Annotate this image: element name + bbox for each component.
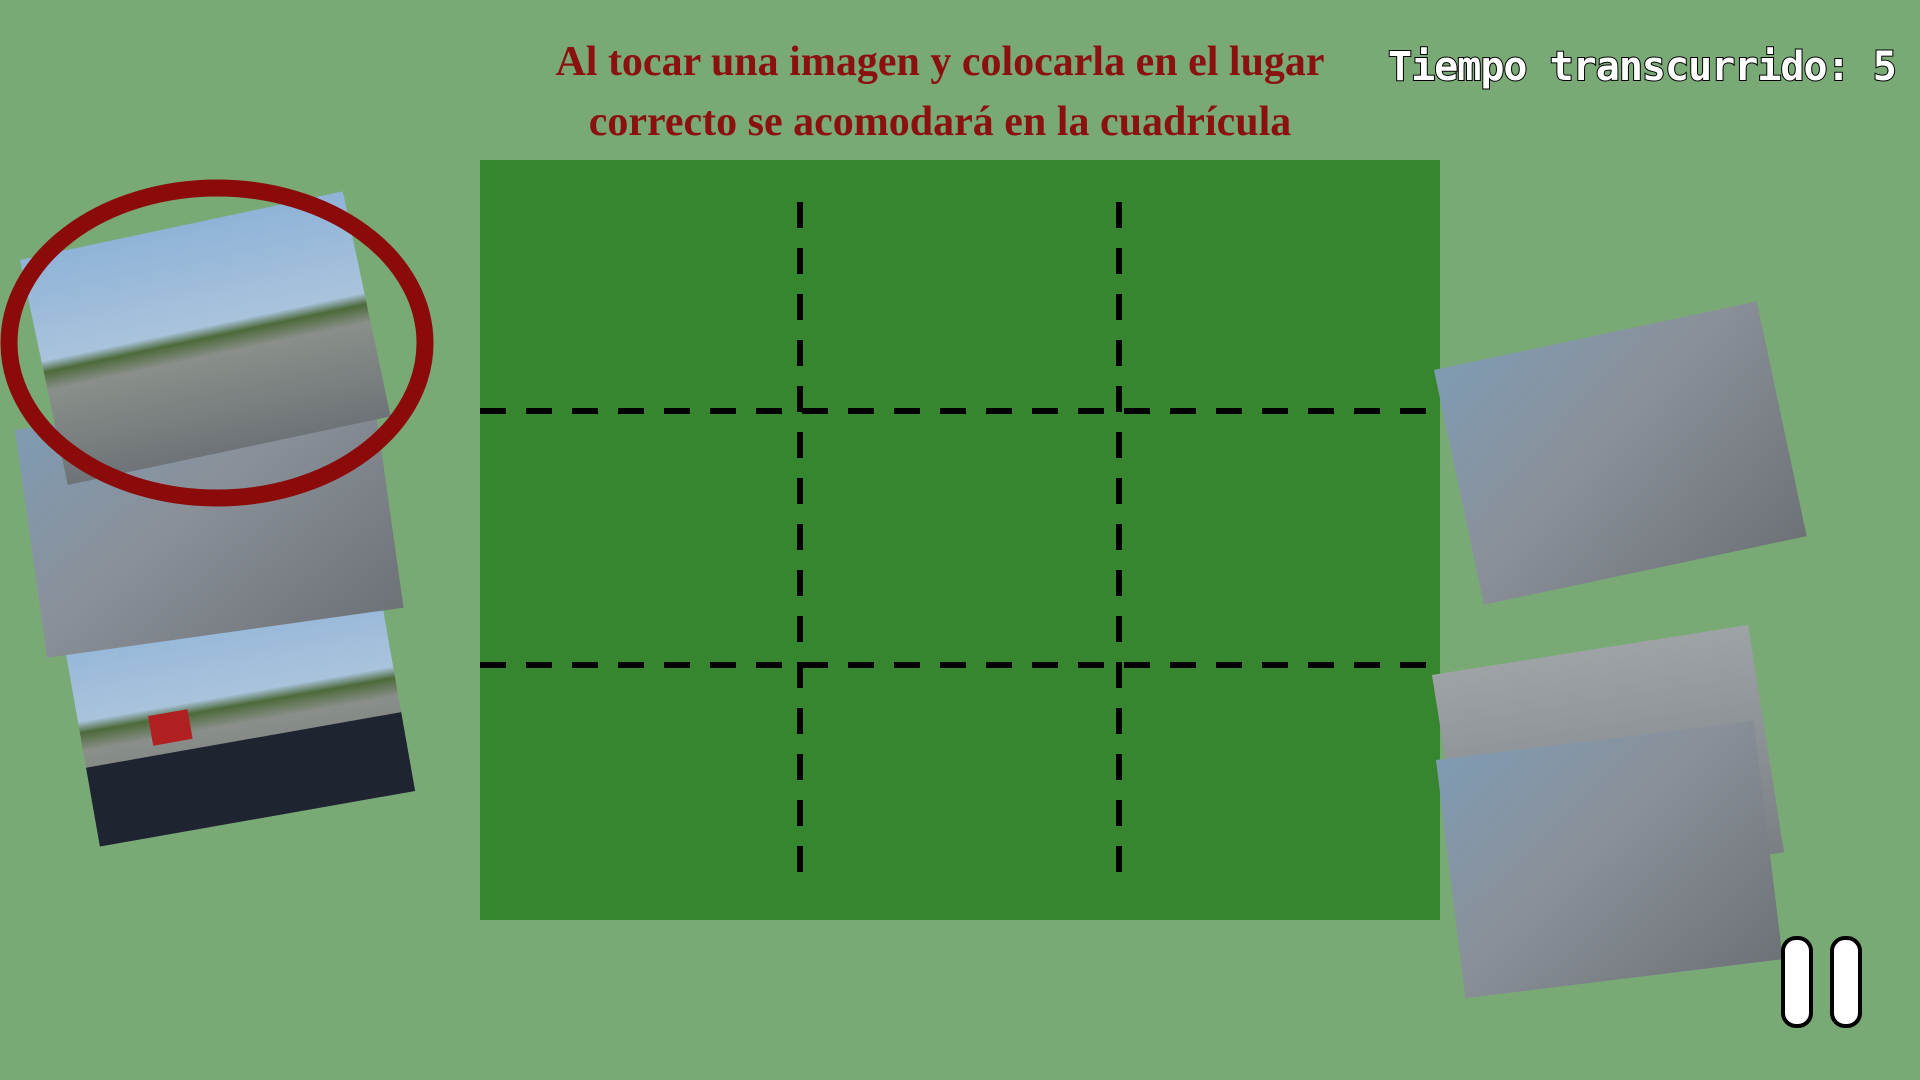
puzzle-board[interactable] — [480, 160, 1440, 920]
instruction-text: correcto se acomodará en la cuadrícula — [588, 99, 1292, 145]
timer-value: 5 — [1872, 43, 1898, 91]
puzzle-piece[interactable] — [1434, 301, 1807, 605]
pause-button[interactable] — [1781, 936, 1862, 1028]
instruction-text: Al tocar una imagen y colocarla en el lu… — [555, 39, 1325, 85]
grid-lines — [480, 202, 1440, 880]
highlight-ring — [0, 179, 434, 507]
timer: Tiempo transcurrido: 5 — [1387, 43, 1898, 91]
puzzle-piece[interactable] — [20, 191, 391, 485]
puzzle-piece[interactable] — [1436, 721, 1783, 999]
timer-label: Tiempo transcurrido: — [1387, 43, 1852, 91]
